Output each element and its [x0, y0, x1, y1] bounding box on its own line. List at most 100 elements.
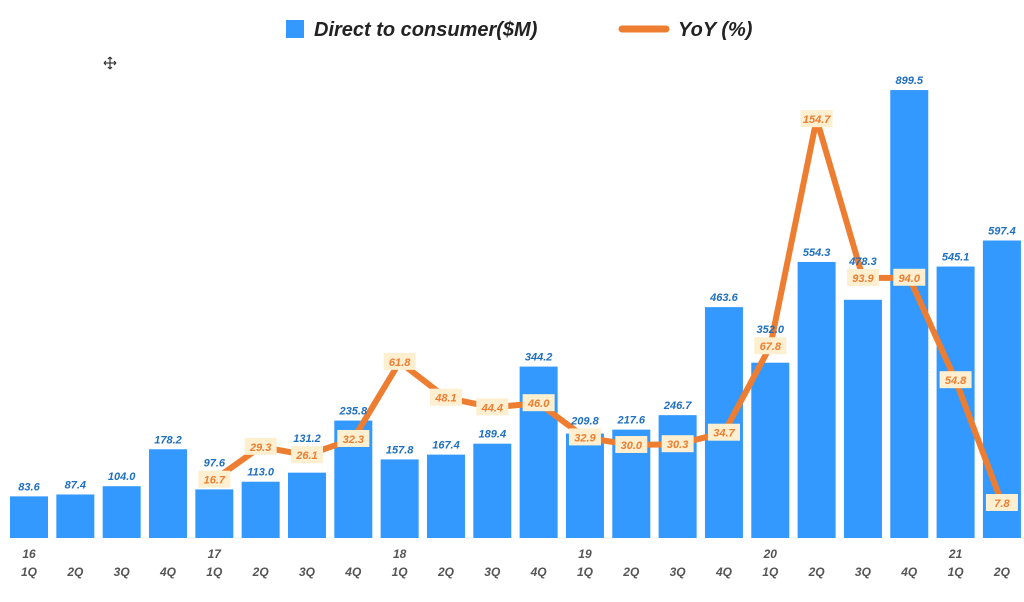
bar: [380, 459, 419, 538]
yoy-value-label: 30.3: [667, 439, 688, 451]
yoy-label-box: [198, 470, 231, 488]
x-tick-label: 4Q: [344, 565, 362, 579]
bar: [982, 240, 1021, 538]
yoy-label-box: [846, 269, 879, 287]
yoy-value-label: 16.7: [204, 475, 226, 487]
bar-value-label: 167.4: [432, 440, 460, 452]
bar-value-label: 217.6: [617, 415, 646, 427]
yoy-value-label: 26.1: [295, 450, 317, 462]
bar-value-label: 463.6: [709, 292, 738, 304]
yoy-value-label: 93.9: [852, 273, 874, 285]
x-tick-label: 3Q: [670, 565, 687, 579]
x-tick-label: 4Q: [159, 565, 177, 579]
yoy-value-label: 46.0: [527, 398, 550, 410]
bar: [890, 90, 929, 538]
yoy-label-box: [337, 429, 370, 447]
yoy-label-box: [522, 394, 555, 412]
bar-value-label: 554.3: [803, 247, 831, 259]
yoy-label-box: [754, 337, 787, 355]
yoy-label-box: [244, 437, 277, 455]
yoy-value-label: 48.1: [434, 393, 456, 405]
x-year-label: 17: [208, 547, 223, 561]
x-tick-label: 1Q: [948, 565, 965, 579]
bar-value-label: 157.8: [386, 444, 414, 456]
bar: [519, 366, 558, 538]
legend: Direct to consumer($M) YoY (%): [286, 19, 753, 41]
bar: [751, 362, 790, 538]
bar-value-label: 545.1: [942, 252, 970, 264]
bar: [704, 307, 743, 538]
bar-value-label: 178.2: [154, 434, 182, 446]
bar-value-label: 87.4: [65, 479, 86, 491]
bar: [241, 481, 280, 538]
yoy-value-label: 54.8: [945, 375, 967, 387]
yoy-label-box: [985, 493, 1018, 511]
x-tick-label: 4Q: [715, 565, 733, 579]
x-tick-label: 1Q: [762, 565, 779, 579]
yoy-value-label: 29.3: [249, 442, 271, 454]
bar: [843, 299, 882, 538]
x-tick-label: 2Q: [437, 565, 455, 579]
yoy-value-label: 32.9: [574, 432, 596, 444]
x-tick-label: 1Q: [206, 565, 223, 579]
yoy-label-box: [476, 398, 509, 416]
x-year-label: 19: [578, 547, 592, 561]
yoy-label-box: [290, 446, 323, 464]
bar: [148, 449, 187, 538]
x-year-label: 16: [22, 547, 36, 561]
bar-value-label: 97.6: [204, 458, 226, 470]
yoy-label-box: [800, 110, 833, 128]
yoy-value-label: 44.4: [481, 402, 503, 414]
bar: [10, 496, 48, 538]
x-tick-label: 1Q: [21, 565, 38, 579]
bar-value-label: 235.8: [339, 406, 368, 418]
legend-label-bar: Direct to consumer($M): [314, 19, 538, 41]
x-tick-label: 3Q: [855, 565, 872, 579]
bar-value-label: 344.2: [525, 352, 553, 364]
bar-value-label: 899.5: [896, 75, 924, 87]
yoy-value-label: 67.8: [760, 341, 782, 353]
yoy-label-box: [383, 352, 416, 370]
x-tick-label: 1Q: [392, 565, 409, 579]
legend-label-line: YoY (%): [678, 19, 753, 41]
yoy-label-box: [615, 435, 648, 453]
bar-value-label: 131.2: [293, 433, 321, 445]
yoy-label-box: [893, 268, 926, 286]
yoy-label-box: [939, 371, 972, 389]
x-tick-label: 3Q: [114, 565, 131, 579]
yoy-label-box: [568, 428, 601, 446]
x-year-label: 20: [763, 547, 778, 561]
bar: [797, 261, 836, 538]
bar-value-label: 83.6: [18, 481, 40, 493]
x-year-label: 18: [393, 547, 407, 561]
bar-value-label: 209.8: [570, 415, 599, 427]
bar: [287, 472, 326, 538]
yoy-label-box: [661, 435, 694, 453]
bar: [56, 494, 95, 538]
yoy-value-label: 154.7: [803, 114, 831, 126]
bar: [102, 486, 141, 538]
yoy-value-label: 32.3: [343, 434, 364, 446]
bar-value-label: 104.0: [108, 471, 136, 483]
yoy-value-label: 61.8: [389, 357, 411, 369]
x-tick-label: 4Q: [900, 565, 918, 579]
yoy-label-box: [707, 423, 740, 441]
bar-value-label: 478.3: [848, 256, 877, 268]
bar-value-label: 189.4: [479, 429, 507, 441]
bar-value-label: 113.0: [247, 467, 275, 479]
yoy-line: [211, 116, 1005, 506]
legend-swatch-bar: [286, 20, 304, 38]
yoy-value-label: 34.7: [713, 428, 735, 440]
bar: [565, 433, 604, 538]
bar: [658, 415, 697, 538]
x-tick-label: 2Q: [622, 565, 640, 579]
yoy-value-label: 7.8: [994, 498, 1010, 510]
bar: [195, 489, 234, 538]
yoy-value-label: 94.0: [899, 273, 921, 285]
x-year-label: 21: [948, 547, 963, 561]
x-tick-label: 1Q: [577, 565, 594, 579]
x-tick-label: 3Q: [299, 565, 316, 579]
x-tick-label: 2Q: [66, 565, 84, 579]
x-tick-label: 2Q: [252, 565, 270, 579]
